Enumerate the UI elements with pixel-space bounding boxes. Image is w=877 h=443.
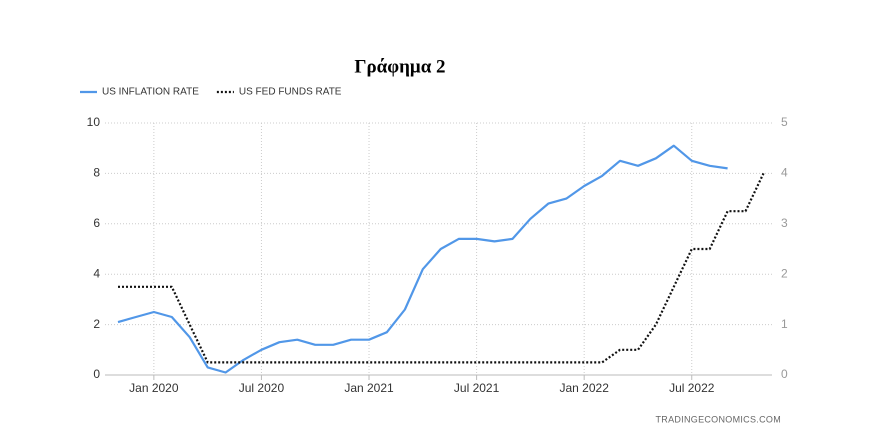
x-tick-label: Jan 2022 <box>559 381 609 395</box>
legend-label: US FED FUNDS RATE <box>239 87 342 98</box>
series-line <box>118 172 765 364</box>
legend-label: US INFLATION RATE <box>102 87 199 98</box>
source: TRADINGECONOMICS.COM <box>655 414 781 424</box>
y-tick-label: 8 <box>93 166 100 180</box>
y2-tick-label: 4 <box>781 166 788 180</box>
y-tick-label: 10 <box>87 115 101 129</box>
x-tick-label: Jan 2021 <box>344 381 394 395</box>
chart-title: Γράφημα 2 <box>354 56 445 77</box>
y-tick-label: 0 <box>93 367 100 381</box>
y2-tick-label: 5 <box>781 115 788 129</box>
y2-tick-label: 3 <box>781 216 788 230</box>
y2-tick-label: 0 <box>781 367 788 381</box>
series-line <box>117 144 728 374</box>
x-tick-label: Jul 2021 <box>454 381 500 395</box>
x-tick-label: Jan 2020 <box>129 381 179 395</box>
y-tick-label: 2 <box>93 317 100 331</box>
x-tick-label: Jul 2020 <box>239 381 285 395</box>
y-tick-label: 4 <box>93 266 100 280</box>
y2-tick-label: 1 <box>781 317 788 331</box>
y-tick-label: 6 <box>93 216 100 230</box>
y2-tick-label: 2 <box>781 266 788 280</box>
x-tick-label: Jul 2022 <box>669 381 715 395</box>
